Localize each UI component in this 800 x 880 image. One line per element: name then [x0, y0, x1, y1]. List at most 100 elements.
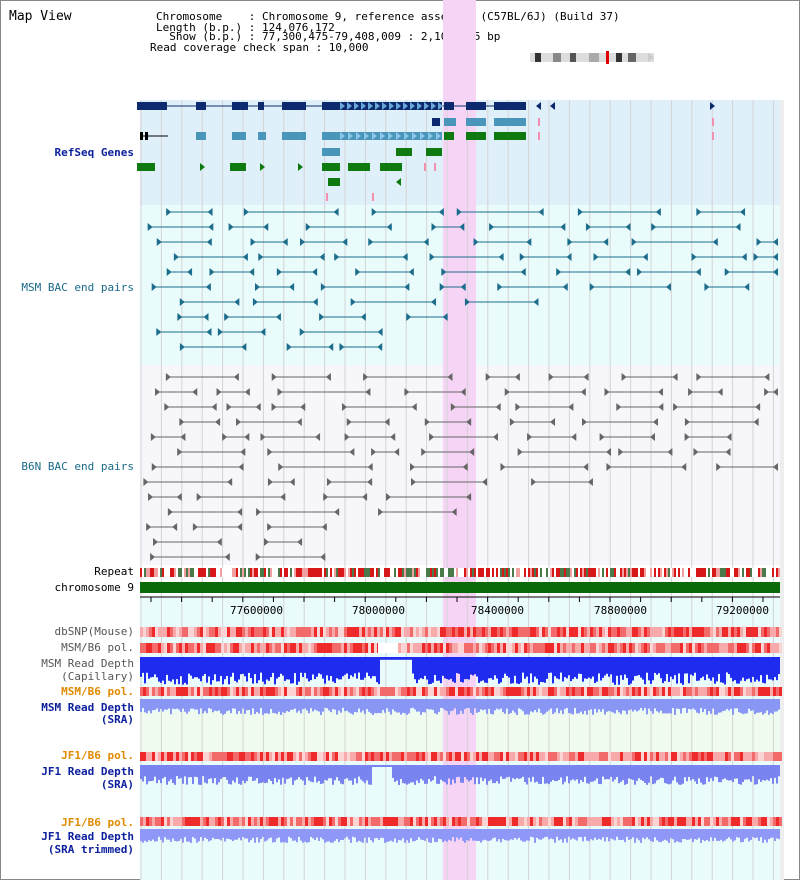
msm-sra-depth-bar [232, 699, 234, 709]
msm-capillary-depth-bar [392, 657, 394, 660]
repeat-block [670, 568, 672, 577]
repeat-block [530, 568, 532, 577]
repeat-block [462, 568, 464, 577]
track-label-msm-depth-capillary: MSM Read Depth [41, 657, 134, 670]
msm-sra-depth-bar [200, 699, 202, 709]
msm-sra-depth-bar [436, 699, 438, 715]
bac-end-arrow [753, 253, 759, 261]
repeat-block [514, 568, 516, 577]
dbsnp-cell [272, 627, 275, 637]
msm-sra-depth-bar [578, 699, 580, 714]
repeat-block [340, 568, 342, 577]
jf1-depth-bar [258, 765, 260, 784]
msm-capillary-depth-bar [584, 657, 586, 679]
jf1-trimmed-depth-bar [646, 829, 648, 838]
jf1-trimmed-depth-bar [142, 829, 144, 843]
jf1-trimmed-depth-bar [166, 829, 168, 840]
msm-b6-pol2-cell [497, 687, 500, 696]
dbsnp-cell [401, 627, 404, 637]
jf1-trimmed-depth-bar [664, 829, 666, 840]
jf1-trimmed-depth-bar [580, 829, 582, 838]
msm-capillary-depth-bar [418, 657, 420, 680]
jf1-trimmed-depth-bar [256, 829, 258, 838]
msm-b6-pol2-cell [239, 687, 242, 696]
msm-sra-depth-bar [762, 699, 764, 715]
jf1-trimmed-depth-bar [364, 829, 366, 838]
msm-b6-pol-cell [308, 643, 311, 653]
msm-capillary-depth-bar [590, 657, 592, 679]
jf1-pol2-cell [545, 817, 548, 826]
jf1-pol2-cell [503, 817, 506, 826]
jf1-trimmed-depth-bar [722, 829, 724, 842]
repeat-block [312, 568, 314, 577]
gene-exon [444, 102, 454, 110]
msm-sra-depth-bar [218, 699, 220, 711]
jf1-depth-bar [510, 765, 512, 782]
jf1-trimmed-depth-bar [622, 829, 624, 840]
jf1-pol-cell [608, 752, 611, 761]
msm-capillary-depth-bar [706, 657, 708, 675]
bac-end-arrow [421, 448, 427, 456]
jf1-trimmed-depth-bar [154, 829, 156, 842]
jf1-trimmed-depth-bar [570, 829, 572, 840]
msm-sra-depth-bar [394, 699, 396, 712]
jf1-pol2-cell [494, 817, 497, 826]
dbsnp-cell [674, 627, 677, 637]
jf1-pol2-cell [599, 817, 602, 826]
msm-b6-pol-cell [701, 643, 704, 653]
msm-capillary-depth-bar [348, 657, 350, 679]
repeat-block [592, 568, 594, 577]
jf1-depth-bar [582, 765, 584, 782]
msm-b6-pol2-cell [569, 687, 572, 696]
msm-capillary-depth-bar [382, 657, 384, 660]
jf1-pol-cell [161, 752, 164, 761]
msm-capillary-depth-bar [778, 657, 780, 675]
jf1-pol2-cell [410, 817, 413, 826]
bac-end-arrow [716, 463, 722, 471]
jf1-depth-bar [608, 765, 610, 780]
jf1-depth-bar [418, 765, 420, 784]
gene-exon [137, 163, 155, 171]
jf1-trimmed-depth-bar [538, 829, 540, 840]
jf1-trimmed-depth-bar [342, 829, 344, 841]
msm-capillary-depth-bar [200, 657, 202, 682]
msm-b6-pol-cell [278, 643, 281, 653]
msm-capillary-depth-bar [534, 657, 536, 677]
bac-end-arrow [410, 463, 416, 471]
jf1-pol-cell [767, 752, 770, 761]
msm-b6-pol-cell [773, 643, 776, 653]
repeat-block [174, 568, 176, 577]
repeat-block [390, 568, 392, 577]
gene-strand-arrow [380, 132, 385, 140]
jf1-pol-cell [599, 752, 602, 761]
msm-capillary-depth-bar [692, 657, 694, 676]
jf1-trimmed-depth-bar [390, 829, 392, 841]
bac-end-arrow [258, 253, 264, 261]
jf1-pol2-cell [371, 817, 374, 826]
msm-sra-depth-bar [672, 699, 674, 709]
msm-sra-depth-bar [378, 699, 380, 713]
msm-b6-pol2-cell [209, 687, 212, 696]
jf1-trimmed-depth-bar [212, 829, 214, 838]
msm-capillary-depth-bar [624, 657, 626, 675]
jf1-depth-bar [266, 765, 268, 783]
jf1-pol2-cell [491, 817, 494, 826]
jf1-depth-bar [238, 765, 240, 784]
jf1-pol-cell [158, 752, 161, 761]
jf1-depth-bar [188, 765, 190, 778]
msm-b6-pol2-cell [725, 687, 728, 696]
jf1-depth-bar [682, 765, 684, 784]
jf1-depth-bar [552, 765, 554, 780]
jf1-depth-bar [774, 765, 776, 778]
msm-capillary-depth-bar [622, 657, 624, 680]
jf1-trimmed-depth-bar [450, 829, 452, 841]
msm-sra-depth-bar [494, 699, 496, 711]
jf1-pol2-cell [476, 817, 479, 826]
msm-b6-pol2-cell [152, 687, 155, 696]
msm-capillary-depth-bar [554, 657, 556, 677]
jf1-pol-cell [533, 752, 536, 761]
bac-end-arrow [447, 373, 453, 381]
msm-capillary-depth-bar [320, 657, 322, 675]
jf1-pol2-cell [458, 817, 461, 826]
